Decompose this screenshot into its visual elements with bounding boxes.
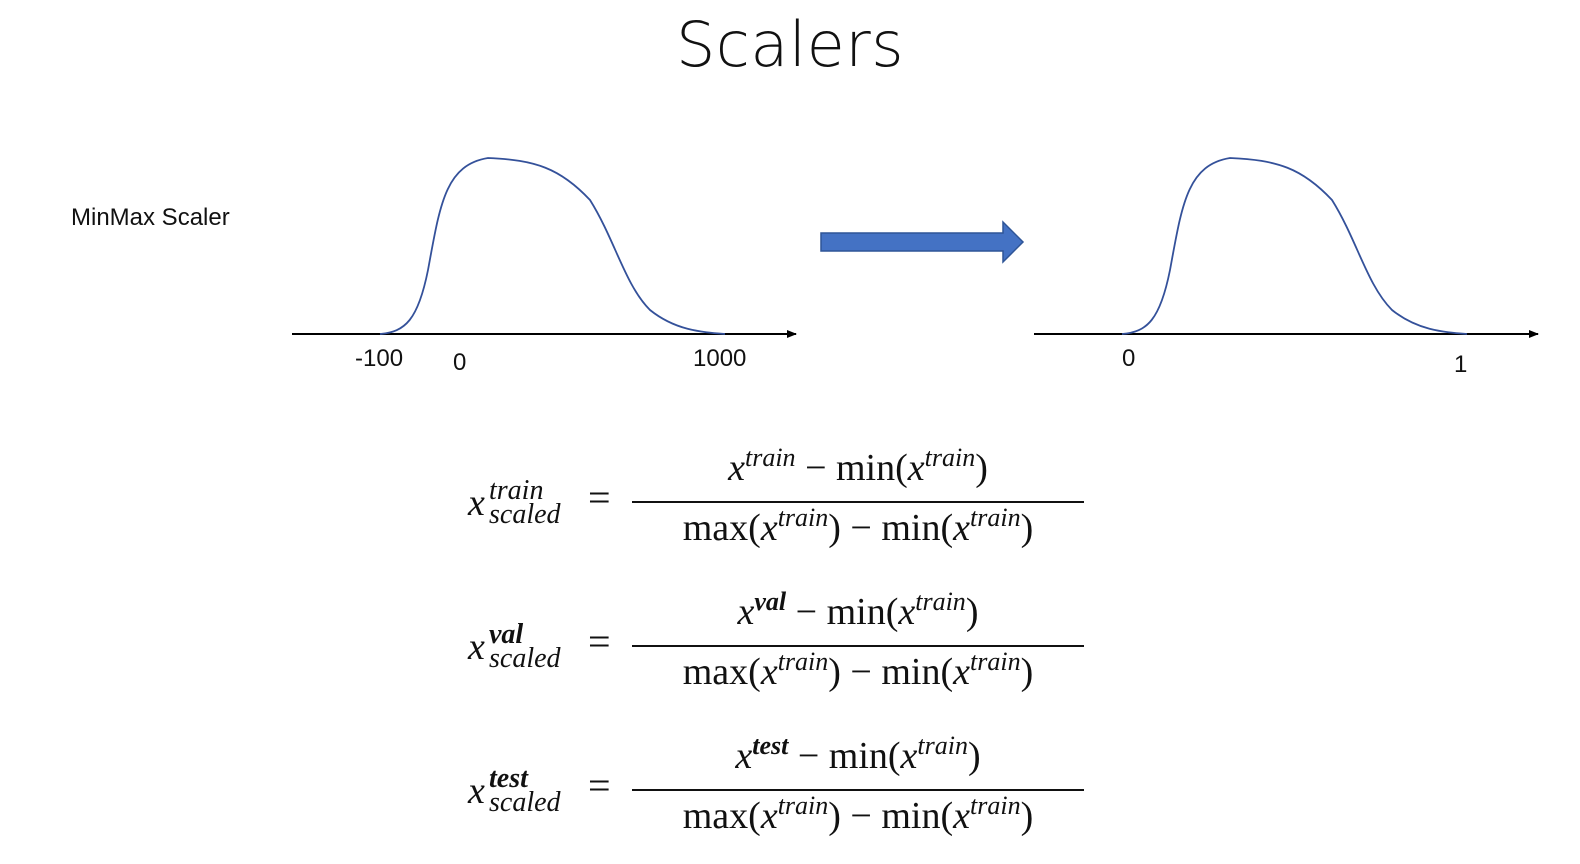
equals-sign: = [588,619,611,664]
equals-sign: = [588,763,611,808]
left-distribution-curve [379,157,726,335]
fraction-numerator: xval − min(xtrain) [737,587,979,634]
left-tick-label: 1000 [693,345,747,372]
fraction-numerator: xtest − min(xtrain) [735,731,981,778]
equation-test: x test scaled = xtest − min(xtrain) max(… [468,731,1108,844]
equation-lhs: x test scaled [468,765,561,817]
lhs-subscript: scaled [489,787,561,818]
lhs-superscript: val [489,619,524,650]
right-distribution-curve [1121,157,1468,335]
lhs-superscript: test [489,763,528,794]
right-tick-label: 1 [1454,351,1468,378]
equation-lhs: x train scaled [468,477,561,529]
equation-lhs: x val scaled [468,621,561,673]
fraction-bar [632,645,1084,647]
fraction-bar [632,789,1084,791]
fraction-denominator: max(xtrain) − min(xtrain) [682,647,1034,694]
lhs-subscript: scaled [489,499,561,530]
right-tick-label: 0 [1122,345,1136,372]
left-tick-label: -100 [355,345,404,372]
fraction-denominator: max(xtrain) − min(xtrain) [682,791,1034,838]
lhs-variable: x [468,770,485,812]
left-tick-label: 0 [453,349,467,376]
lhs-variable: x [468,482,485,524]
fraction-bar [632,501,1084,503]
fraction-numerator: xtrain − min(xtrain) [728,443,988,490]
lhs-superscript: train [489,475,544,506]
equals-sign: = [588,475,611,520]
lhs-variable: x [468,626,485,668]
transform-arrow [820,220,1025,264]
slide-title: Scalers [675,8,905,81]
lhs-subscript: scaled [489,643,561,674]
equation-val: x val scaled = xval − min(xtrain) max(xt… [468,587,1108,700]
equation-train: x train scaled = xtrain − min(xtrain) ma… [468,443,1108,556]
minmax-scaler-label: MinMax Scaler [71,204,230,231]
fraction-denominator: max(xtrain) − min(xtrain) [682,503,1034,550]
